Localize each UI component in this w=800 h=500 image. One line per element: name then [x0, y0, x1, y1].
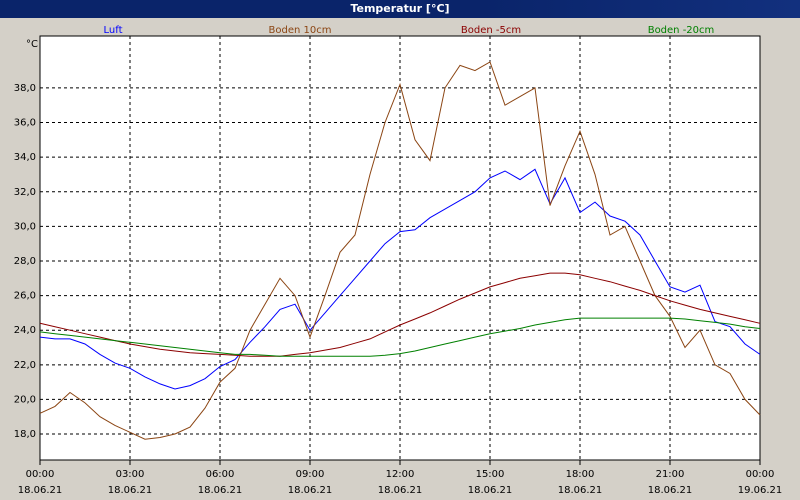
legend-entry: Luft — [104, 25, 123, 36]
legend-entry: Boden -20cm — [648, 25, 715, 36]
y-tick-label: 24,0 — [14, 325, 36, 336]
x-tick-date: 18.06.21 — [378, 485, 423, 496]
x-tick-label: 06:00 — [206, 469, 235, 480]
x-tick-label: 21:00 — [656, 469, 685, 480]
x-tick-date: 18.06.21 — [18, 485, 63, 496]
x-tick-date: 18.06.21 — [198, 485, 243, 496]
data-line — [39, 61, 761, 440]
y-tick-label: 20,0 — [14, 394, 36, 405]
y-tick-label: 26,0 — [14, 291, 36, 302]
y-tick-label: 18,0 — [14, 429, 36, 440]
x-tick-date: 18.06.21 — [108, 485, 153, 496]
y-tick-label: 36,0 — [14, 118, 36, 129]
x-tick-date: 19.06.21 — [738, 485, 783, 496]
x-tick-label: 00:00 — [26, 469, 55, 480]
x-tick-date: 18.06.21 — [558, 485, 603, 496]
legend-entry: Boden -5cm — [461, 25, 521, 36]
data-line — [39, 168, 761, 390]
y-tick-label: 34,0 — [14, 152, 36, 163]
x-tick-label: 00:00 — [746, 469, 775, 480]
y-tick-label: 30,0 — [14, 221, 36, 232]
y-tick-label: 28,0 — [14, 256, 36, 267]
x-tick-date: 18.06.21 — [468, 485, 513, 496]
x-tick-label: 03:00 — [116, 469, 145, 480]
x-tick-label: 12:00 — [386, 469, 415, 480]
title-bar: Temperatur [°C] — [0, 0, 800, 18]
legend-entry: Boden 10cm — [269, 25, 332, 36]
x-tick-date: 18.06.21 — [288, 485, 333, 496]
y-tick-label: 38,0 — [14, 83, 36, 94]
x-tick-label: 09:00 — [296, 469, 325, 480]
x-tick-label: 18:00 — [566, 469, 595, 480]
y-tick-label: 22,0 — [14, 360, 36, 371]
y-tick-label: 32,0 — [14, 187, 36, 198]
y-unit: °C — [26, 39, 38, 50]
data-line — [39, 272, 761, 357]
x-tick-date: 18.06.21 — [648, 485, 693, 496]
x-tick-label: 15:00 — [476, 469, 505, 480]
data-line — [39, 317, 761, 357]
